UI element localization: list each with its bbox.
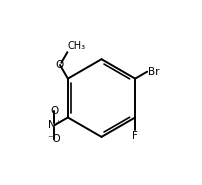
Text: F: F [132, 131, 137, 141]
Text: CH₃: CH₃ [68, 41, 86, 51]
Text: N⁺: N⁺ [47, 120, 61, 130]
Text: O: O [50, 106, 58, 117]
Text: O: O [56, 60, 64, 70]
Text: ⁻O: ⁻O [47, 134, 61, 144]
Text: Br: Br [147, 67, 159, 77]
